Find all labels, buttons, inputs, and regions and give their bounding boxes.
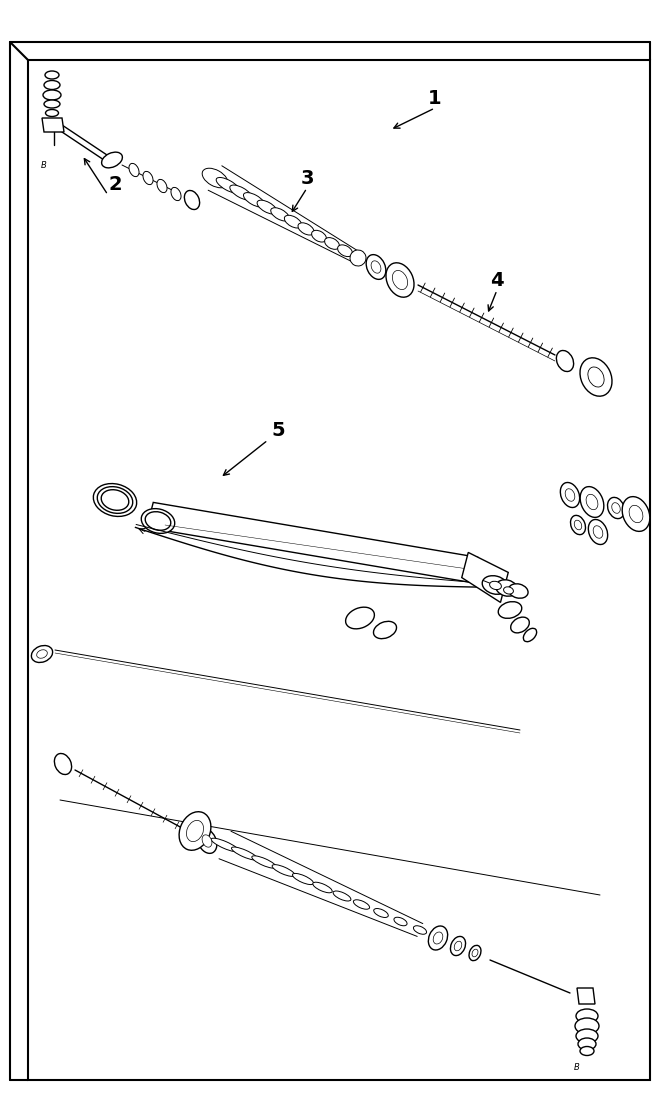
Ellipse shape	[37, 650, 47, 659]
Ellipse shape	[580, 1046, 594, 1055]
Ellipse shape	[93, 484, 137, 516]
Ellipse shape	[580, 357, 612, 396]
Ellipse shape	[346, 607, 374, 628]
Ellipse shape	[580, 486, 604, 517]
Ellipse shape	[230, 185, 252, 200]
Ellipse shape	[101, 489, 129, 511]
Ellipse shape	[292, 874, 313, 885]
Ellipse shape	[366, 254, 386, 279]
Ellipse shape	[593, 525, 603, 539]
Ellipse shape	[55, 754, 71, 775]
Ellipse shape	[524, 628, 537, 642]
Ellipse shape	[482, 576, 508, 595]
Polygon shape	[577, 988, 595, 1004]
Ellipse shape	[231, 847, 257, 860]
Ellipse shape	[414, 926, 427, 934]
Ellipse shape	[511, 617, 530, 633]
Ellipse shape	[179, 812, 211, 850]
Ellipse shape	[313, 883, 332, 893]
Ellipse shape	[211, 838, 239, 852]
Ellipse shape	[428, 926, 448, 950]
Text: B: B	[574, 1064, 580, 1073]
Ellipse shape	[311, 231, 326, 242]
Ellipse shape	[588, 520, 608, 544]
Ellipse shape	[243, 193, 265, 207]
Polygon shape	[28, 60, 650, 1080]
Text: 2: 2	[108, 176, 122, 195]
Ellipse shape	[608, 497, 624, 519]
Ellipse shape	[454, 941, 462, 951]
Ellipse shape	[570, 515, 586, 534]
Ellipse shape	[498, 601, 522, 618]
Ellipse shape	[496, 580, 518, 596]
Ellipse shape	[338, 245, 352, 256]
Polygon shape	[42, 118, 64, 132]
Ellipse shape	[257, 200, 277, 214]
Ellipse shape	[184, 190, 199, 209]
Ellipse shape	[371, 261, 381, 273]
Ellipse shape	[143, 171, 153, 185]
Ellipse shape	[272, 865, 295, 876]
Ellipse shape	[45, 71, 59, 80]
Ellipse shape	[31, 645, 53, 663]
Ellipse shape	[216, 177, 240, 193]
Ellipse shape	[45, 110, 59, 116]
Ellipse shape	[556, 351, 574, 372]
Ellipse shape	[333, 892, 351, 900]
Ellipse shape	[354, 899, 370, 909]
Ellipse shape	[252, 856, 276, 868]
Ellipse shape	[44, 81, 60, 90]
Ellipse shape	[271, 207, 289, 221]
Ellipse shape	[145, 512, 171, 530]
Ellipse shape	[298, 223, 314, 235]
Ellipse shape	[508, 584, 528, 598]
Ellipse shape	[472, 949, 478, 956]
Ellipse shape	[141, 508, 175, 533]
Ellipse shape	[578, 1038, 596, 1051]
Ellipse shape	[392, 270, 408, 290]
Ellipse shape	[171, 187, 181, 200]
Ellipse shape	[560, 483, 580, 507]
Ellipse shape	[374, 622, 396, 638]
Ellipse shape	[490, 581, 502, 589]
Ellipse shape	[565, 488, 575, 502]
Polygon shape	[462, 552, 508, 603]
Text: 1: 1	[428, 88, 442, 108]
Ellipse shape	[157, 179, 167, 193]
Ellipse shape	[350, 250, 366, 265]
Ellipse shape	[576, 1009, 598, 1023]
Ellipse shape	[622, 496, 650, 531]
Text: 5: 5	[271, 420, 285, 439]
Ellipse shape	[101, 152, 123, 168]
Ellipse shape	[469, 945, 481, 961]
Ellipse shape	[386, 263, 414, 297]
Ellipse shape	[574, 520, 582, 530]
Ellipse shape	[202, 168, 228, 188]
Ellipse shape	[202, 834, 212, 847]
Ellipse shape	[394, 917, 407, 926]
Ellipse shape	[374, 908, 388, 917]
Ellipse shape	[284, 215, 301, 228]
Ellipse shape	[450, 936, 466, 955]
Text: 3: 3	[300, 168, 313, 187]
Ellipse shape	[629, 505, 643, 523]
Ellipse shape	[325, 237, 340, 250]
Ellipse shape	[586, 494, 598, 510]
Ellipse shape	[612, 503, 620, 513]
Polygon shape	[147, 503, 478, 582]
Ellipse shape	[433, 932, 443, 944]
Ellipse shape	[197, 829, 217, 853]
Ellipse shape	[588, 367, 604, 388]
Ellipse shape	[576, 1029, 598, 1043]
Ellipse shape	[129, 164, 139, 177]
Ellipse shape	[504, 587, 514, 594]
Ellipse shape	[97, 486, 133, 513]
Text: B: B	[41, 160, 47, 169]
Ellipse shape	[575, 1018, 599, 1034]
Ellipse shape	[44, 100, 60, 108]
Ellipse shape	[43, 90, 61, 100]
Ellipse shape	[187, 821, 203, 841]
Text: 4: 4	[490, 271, 504, 289]
